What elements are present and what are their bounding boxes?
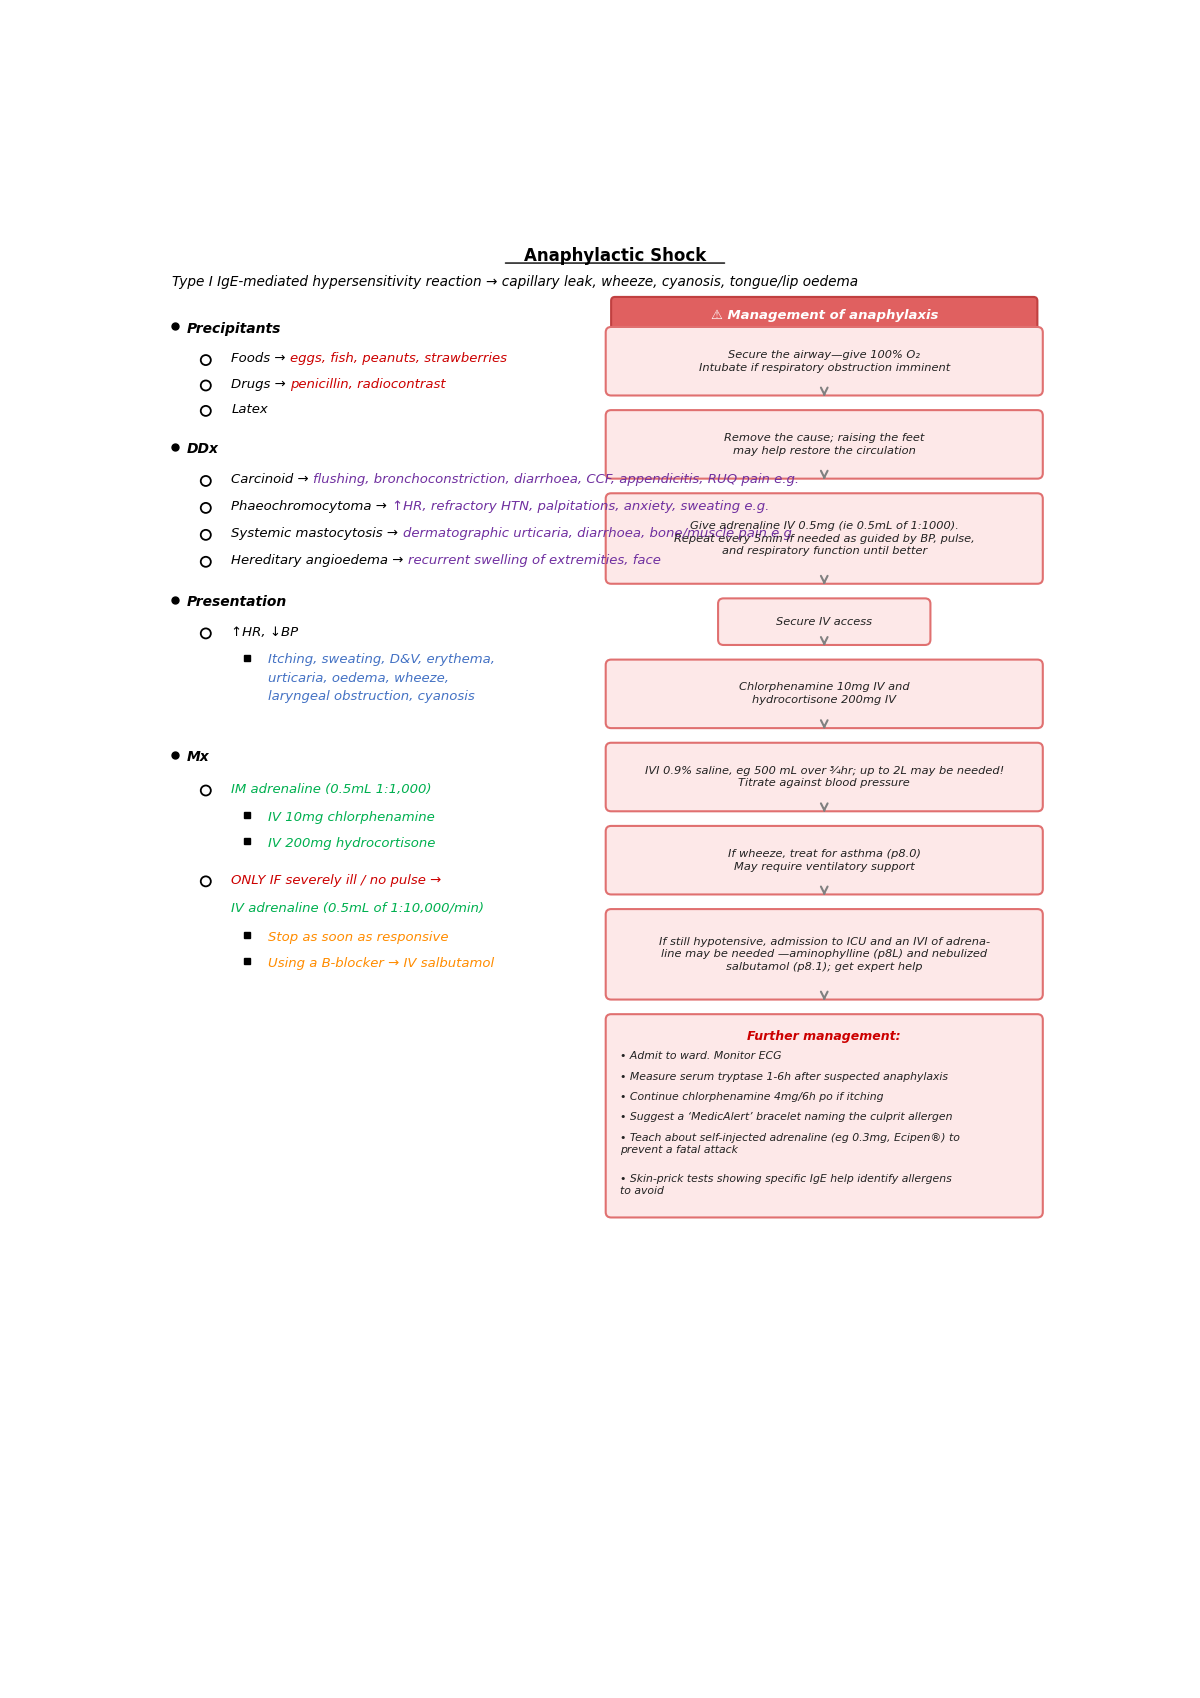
Text: ↑HR, ↓BP: ↑HR, ↓BP	[232, 627, 299, 638]
Text: Foods →: Foods →	[232, 353, 290, 365]
Text: Precipitants: Precipitants	[187, 321, 282, 336]
Text: Anaphylactic Shock: Anaphylactic Shock	[524, 246, 706, 265]
FancyBboxPatch shape	[611, 297, 1037, 333]
Text: Drugs →: Drugs →	[232, 377, 290, 391]
Text: • Teach about self-injected adrenaline (eg 0.3mg, Ecipen®) to
prevent a fatal at: • Teach about self-injected adrenaline (…	[620, 1133, 960, 1155]
Text: Carcinoid →: Carcinoid →	[232, 474, 313, 486]
Text: penicillin, radiocontrast: penicillin, radiocontrast	[290, 377, 446, 391]
Text: eggs, fish, peanuts, strawberries: eggs, fish, peanuts, strawberries	[290, 353, 508, 365]
Text: flushing, bronchoconstriction, diarrhoea, CCF, appendicitis, RUQ pain e.g.: flushing, bronchoconstriction, diarrhoea…	[313, 474, 799, 486]
Text: • Measure serum tryptase 1-6h after suspected anaphylaxis: • Measure serum tryptase 1-6h after susp…	[620, 1071, 948, 1082]
Text: Chlorphenamine 10mg IV and
hydrocortisone 200mg IV: Chlorphenamine 10mg IV and hydrocortison…	[739, 683, 910, 705]
Text: If wheeze, treat for asthma (p8.0)
May require ventilatory support: If wheeze, treat for asthma (p8.0) May r…	[727, 849, 920, 871]
Text: Give adrenaline IV 0.5mg (ie 0.5mL of 1:1000).
Repeat every 5min if needed as gu: Give adrenaline IV 0.5mg (ie 0.5mL of 1:…	[674, 521, 974, 557]
Text: Mx: Mx	[187, 751, 210, 764]
Text: Stop as soon as responsive: Stop as soon as responsive	[268, 931, 449, 944]
Text: Itching, sweating, D&V, erythema,
urticaria, oedema, wheeze,
laryngeal obstructi: Itching, sweating, D&V, erythema, urtica…	[268, 654, 494, 703]
FancyBboxPatch shape	[606, 825, 1043, 895]
Text: recurrent swelling of extremities, face: recurrent swelling of extremities, face	[408, 554, 661, 567]
FancyBboxPatch shape	[606, 328, 1043, 396]
Text: Using a B-blocker → IV salbutamol: Using a B-blocker → IV salbutamol	[268, 956, 494, 970]
Text: DDx: DDx	[187, 443, 220, 457]
Text: Type I IgE-mediated hypersensitivity reaction → capillary leak, wheeze, cyanosis: Type I IgE-mediated hypersensitivity rea…	[172, 275, 858, 289]
Text: Further management:: Further management:	[748, 1029, 901, 1043]
Text: Systemic mastocytosis →: Systemic mastocytosis →	[232, 526, 403, 540]
Text: dermatographic urticaria, diarrhoea, bone/muscle pain e.g.: dermatographic urticaria, diarrhoea, bon…	[403, 526, 796, 540]
Text: Hereditary angioedema →: Hereditary angioedema →	[232, 554, 408, 567]
Text: ⚠ Management of anaphylaxis: ⚠ Management of anaphylaxis	[710, 309, 938, 321]
Text: Secure IV access: Secure IV access	[776, 616, 872, 627]
Text: IV 200mg hydrocortisone: IV 200mg hydrocortisone	[268, 837, 436, 849]
FancyBboxPatch shape	[606, 1014, 1043, 1217]
Text: IV adrenaline (0.5mL of 1:10,000/min): IV adrenaline (0.5mL of 1:10,000/min)	[232, 902, 485, 915]
FancyBboxPatch shape	[606, 411, 1043, 479]
Text: • Admit to ward. Monitor ECG: • Admit to ward. Monitor ECG	[620, 1051, 782, 1061]
Text: ONLY IF severely ill / no pulse →: ONLY IF severely ill / no pulse →	[232, 874, 442, 886]
FancyBboxPatch shape	[606, 659, 1043, 728]
Text: IV 10mg chlorphenamine: IV 10mg chlorphenamine	[268, 810, 434, 824]
FancyBboxPatch shape	[606, 742, 1043, 812]
Text: • Continue chlorphenamine 4mg/6h po if itching: • Continue chlorphenamine 4mg/6h po if i…	[620, 1092, 884, 1102]
FancyBboxPatch shape	[606, 908, 1043, 1000]
Text: ↑HR, refractory HTN, palpitations, anxiety, sweating e.g.: ↑HR, refractory HTN, palpitations, anxie…	[391, 501, 769, 513]
FancyBboxPatch shape	[718, 598, 930, 645]
Text: IVI 0.9% saline, eg 500 mL over ¾hr; up to 2L may be needed!
Titrate against blo: IVI 0.9% saline, eg 500 mL over ¾hr; up …	[644, 766, 1004, 788]
Text: If still hypotensive, admission to ICU and an IVI of adrena-
line may be needed : If still hypotensive, admission to ICU a…	[659, 937, 990, 973]
Text: Presentation: Presentation	[187, 594, 288, 610]
Text: Secure the airway—give 100% O₂
Intubate if respiratory obstruction imminent: Secure the airway—give 100% O₂ Intubate …	[698, 350, 950, 372]
Text: • Skin-prick tests showing specific IgE help identify allergens
to avoid: • Skin-prick tests showing specific IgE …	[620, 1173, 952, 1195]
Text: Phaeochromocytoma →: Phaeochromocytoma →	[232, 501, 391, 513]
Text: IM adrenaline (0.5mL 1:1,000): IM adrenaline (0.5mL 1:1,000)	[232, 783, 432, 796]
Text: • Suggest a ‘MedicAlert’ bracelet naming the culprit allergen: • Suggest a ‘MedicAlert’ bracelet naming…	[620, 1112, 953, 1122]
Text: Latex: Latex	[232, 402, 268, 416]
Text: Remove the cause; raising the feet
may help restore the circulation: Remove the cause; raising the feet may h…	[724, 433, 924, 455]
FancyBboxPatch shape	[606, 494, 1043, 584]
